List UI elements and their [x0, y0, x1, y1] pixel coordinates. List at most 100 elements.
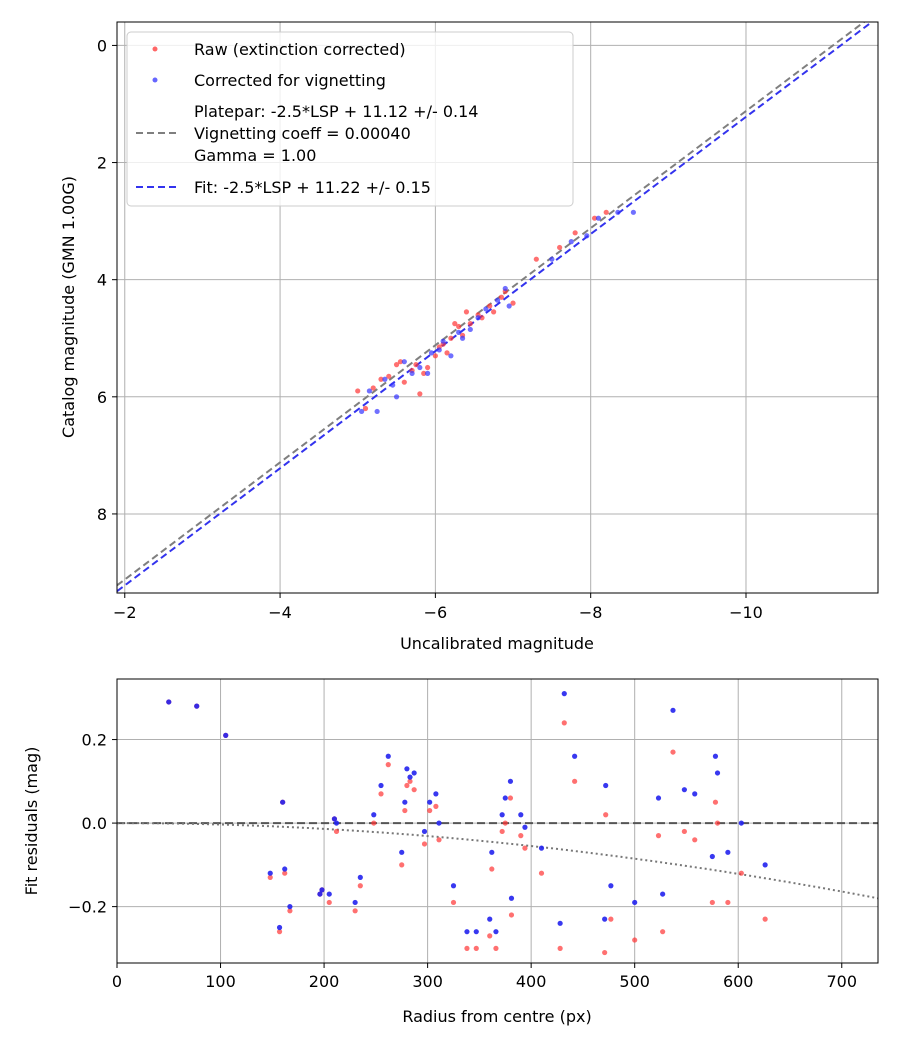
raw-point [591, 215, 598, 221]
raw-point [479, 315, 485, 321]
corrected-residual-point [276, 924, 283, 931]
corrected-point [549, 256, 555, 262]
top-ticks: −2 −4 −6 −8 −10 0 2 4 6 8 [97, 36, 763, 622]
raw-residual-point [357, 883, 363, 889]
bottom-y-tick-label: 0.0 [82, 814, 107, 833]
corrected-residual-point [709, 853, 715, 860]
top-xlabel: Uncalibrated magnitude [400, 634, 594, 653]
corrected-residual-point [493, 929, 499, 935]
corrected-residual-point [333, 820, 340, 826]
legend-corrected-marker [152, 77, 158, 83]
vignetting-curve [117, 822, 878, 900]
legend-raw-marker [152, 46, 158, 52]
raw-residual-point [522, 845, 528, 851]
raw-residual-point [508, 912, 515, 918]
raw-residual-point [276, 929, 283, 935]
corrected-residual-point [572, 753, 578, 759]
corrected-residual-point [762, 862, 768, 868]
corrected-point [595, 215, 602, 221]
bottom-reference-lines [117, 822, 878, 900]
raw-residual-point [487, 933, 493, 939]
corrected-point [630, 209, 636, 215]
legend-box [126, 31, 574, 207]
corrected-residual-point [326, 891, 332, 897]
corrected-residual-point [282, 866, 288, 872]
top-ylabel: Catalog magnitude (GMN 1.00G) [59, 176, 78, 438]
raw-residual-point [326, 899, 332, 906]
raw-residual-point [433, 803, 439, 809]
corrected-point [494, 297, 501, 303]
raw-residual-point [411, 787, 417, 793]
legend-raw-label: Raw (extinction corrected) [194, 40, 406, 59]
corrected-point [393, 394, 400, 400]
corrected-point [483, 306, 489, 312]
corrected-residual-point [436, 820, 442, 826]
bottom-plot: 0 100 200 300 400 500 600 700 −0.2 0.0 0.2 Radius … [22, 678, 879, 1026]
raw-point [491, 309, 497, 315]
bottom-x-tick-label: 600 [723, 972, 754, 991]
bottom-x-tick-label: 100 [205, 972, 236, 991]
top-points [355, 209, 636, 415]
bottom-x-tick-label: 700 [826, 972, 857, 991]
raw-residual-point [709, 899, 715, 906]
raw-residual-point [282, 870, 288, 876]
top-x-tick-label: −8 [579, 603, 603, 622]
corrected-residual-point [692, 791, 698, 797]
raw-residual-point [603, 812, 609, 818]
raw-residual-point [371, 820, 377, 826]
corrected-point [359, 408, 365, 415]
raw-point [401, 379, 407, 385]
raw-residual-point [489, 866, 495, 872]
raw-residual-point [714, 820, 721, 826]
corrected-residual-point [166, 699, 172, 705]
top-legend: Raw (extinction corrected) Corrected for… [126, 31, 574, 207]
corrected-point [409, 370, 415, 376]
raw-residual-point [712, 799, 719, 805]
bottom-ticks: 0 100 200 300 400 500 600 700 −0.2 0.0 0.2 [68, 731, 857, 991]
corrected-residual-point [738, 820, 744, 826]
corrected-residual-point [267, 870, 273, 876]
corrected-residual-point [522, 824, 528, 830]
corrected-point [568, 239, 574, 245]
raw-residual-point [561, 720, 567, 726]
corrected-point [390, 382, 396, 388]
raw-point [510, 300, 516, 306]
bottom-y-tick-label: 0.2 [82, 731, 107, 750]
corrected-point [456, 329, 462, 335]
corrected-residual-point [714, 770, 721, 776]
corrected-residual-point [561, 691, 567, 697]
top-y-tick-label: 2 [97, 154, 107, 173]
raw-point [603, 209, 609, 215]
corrected-point [506, 303, 512, 309]
raw-point [370, 385, 376, 391]
top-plot-frame [116, 21, 879, 594]
corrected-residual-point [399, 849, 405, 855]
corrected-residual-point [421, 828, 428, 835]
raw-residual-point [499, 828, 505, 835]
corrected-residual-point [538, 845, 545, 851]
bottom-y-tick-label: −0.2 [68, 898, 107, 917]
corrected-residual-point [450, 883, 457, 889]
corrected-residual-point [655, 795, 662, 801]
corrected-point [366, 388, 372, 394]
corrected-residual-point [223, 732, 229, 738]
corrected-residual-point [427, 799, 433, 805]
corrected-residual-point [508, 895, 515, 901]
raw-point [498, 294, 504, 300]
raw-residual-point [287, 908, 293, 914]
raw-point [452, 321, 458, 327]
corrected-residual-point [603, 782, 609, 789]
legend-platepar-line1: Platepar: -2.5*LSP + 11.12 +/- 0.14 [194, 102, 478, 121]
raw-residual-point [538, 870, 545, 876]
raw-residual-point [670, 749, 676, 755]
corrected-residual-point [407, 774, 413, 780]
raw-residual-point [436, 837, 442, 843]
corrected-residual-point [489, 849, 495, 855]
corrected-residual-point [681, 787, 687, 793]
raw-residual-point [557, 945, 563, 951]
corrected-residual-point [660, 891, 666, 897]
bottom-x-tick-label: 500 [619, 972, 650, 991]
raw-residual-point [267, 874, 273, 880]
